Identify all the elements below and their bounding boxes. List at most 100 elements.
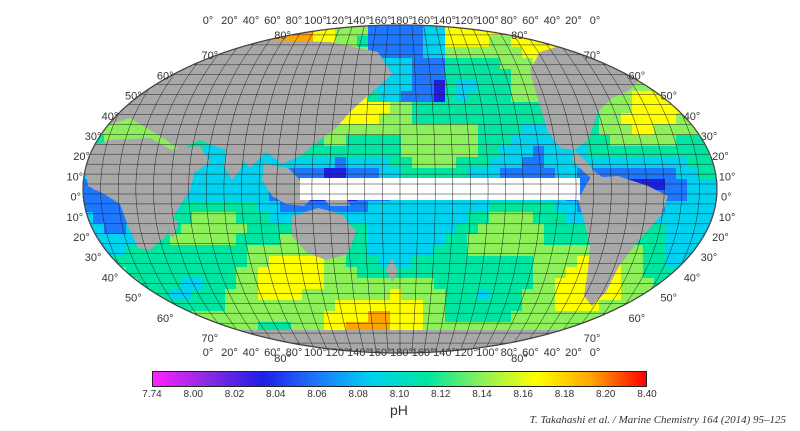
ph-cell: [643, 146, 654, 157]
ph-cell: [214, 223, 225, 234]
ph-cell: [148, 267, 159, 278]
ph-cell: [665, 234, 676, 245]
ph-cell: [137, 333, 148, 344]
ph-cell: [390, 113, 401, 124]
ph-cell: [599, 300, 610, 311]
ph-cell: [456, 201, 467, 212]
ph-cell: [335, 36, 346, 47]
ph-cell: [456, 322, 467, 333]
ph-cell: [698, 212, 709, 223]
ph-cell: [676, 124, 687, 135]
ph-cell: [709, 344, 717, 353]
ph-cell: [225, 212, 236, 223]
ph-cell: [445, 113, 456, 124]
ph-cell: [390, 168, 401, 179]
ph-cell: [445, 267, 456, 278]
ph-cell: [522, 168, 533, 179]
ph-cell: [214, 300, 225, 311]
ph-cell: [489, 58, 500, 69]
ph-cell: [621, 124, 632, 135]
ph-cell: [676, 289, 687, 300]
ph-cell: [83, 80, 93, 91]
ph-cell: [533, 234, 544, 245]
ph-cell: [643, 168, 654, 179]
ph-cell: [401, 223, 412, 234]
meridian-line: [506, 25, 559, 353]
ph-cell: [401, 256, 412, 267]
ph-cell: [478, 245, 489, 256]
ph-cell: [412, 36, 423, 47]
ph-cell: [698, 36, 709, 47]
ph-cell: [467, 25, 478, 36]
meridian-line: [447, 25, 471, 353]
ph-cell: [522, 212, 533, 223]
ph-cell: [170, 289, 181, 300]
ph-cell: [577, 256, 588, 267]
ph-cell: [599, 113, 610, 124]
ph-cell: [115, 47, 126, 58]
ph-cell: [533, 113, 544, 124]
ph-cell: [566, 201, 577, 212]
ph-cell: [181, 256, 192, 267]
ph-cell: [467, 47, 478, 58]
ph-cell: [467, 311, 478, 322]
ph-cell: [632, 256, 643, 267]
ph-cell: [83, 344, 93, 353]
ph-cell: [390, 135, 401, 146]
ph-cell: [577, 36, 588, 47]
ph-cell: [148, 344, 159, 353]
ph-cell: [401, 146, 412, 157]
longitude-label-top: 0°: [590, 15, 601, 27]
ph-cell: [159, 234, 170, 245]
ph-cell: [610, 311, 621, 322]
ph-cell: [665, 58, 676, 69]
ph-cell: [269, 289, 280, 300]
ph-cell: [357, 256, 368, 267]
ph-cell: [291, 256, 302, 267]
ph-cell: [577, 311, 588, 322]
ph-cell: [709, 168, 717, 179]
ph-cell: [511, 113, 522, 124]
ph-cell: [247, 256, 258, 267]
ph-cell: [137, 69, 148, 80]
latitude-label-left: 60°: [157, 313, 174, 325]
longitude-label-bottom: 40°: [544, 347, 561, 359]
ph-cell: [104, 69, 115, 80]
ph-cell: [665, 102, 676, 113]
ph-cell: [489, 135, 500, 146]
ph-cell: [621, 36, 632, 47]
ph-cell: [654, 245, 665, 256]
ph-cell: [643, 333, 654, 344]
ph-cell: [357, 201, 368, 212]
ph-cell: [643, 267, 654, 278]
colorbar-tick: 7.74: [142, 389, 162, 400]
ph-cell: [346, 256, 357, 267]
ph-cell: [665, 168, 676, 179]
ph-cell: [511, 267, 522, 278]
ph-cell: [434, 135, 445, 146]
ph-cell: [467, 300, 478, 311]
ph-cell: [357, 311, 368, 322]
ph-cell: [401, 113, 412, 124]
ph-cell: [390, 102, 401, 113]
ph-cell: [412, 135, 423, 146]
ph-cell: [577, 234, 588, 245]
longitude-label-top: 140°: [347, 15, 370, 27]
ph-cell: [423, 223, 434, 234]
latitude-label-right: 30°: [701, 131, 718, 143]
ph-cell: [214, 289, 225, 300]
ph-cell: [478, 223, 489, 234]
ph-cell: [203, 190, 214, 201]
ph-cell: [654, 36, 665, 47]
ph-cell: [214, 168, 225, 179]
ph-cell: [478, 47, 489, 58]
ph-cell: [511, 311, 522, 322]
ph-cell: [115, 58, 126, 69]
ph-cell: [544, 245, 555, 256]
ph-cell: [258, 267, 269, 278]
ph-cell: [236, 300, 247, 311]
ph-cell: [456, 168, 467, 179]
ph-cell: [478, 58, 489, 69]
ph-cell: [192, 36, 203, 47]
ph-cell: [379, 201, 390, 212]
